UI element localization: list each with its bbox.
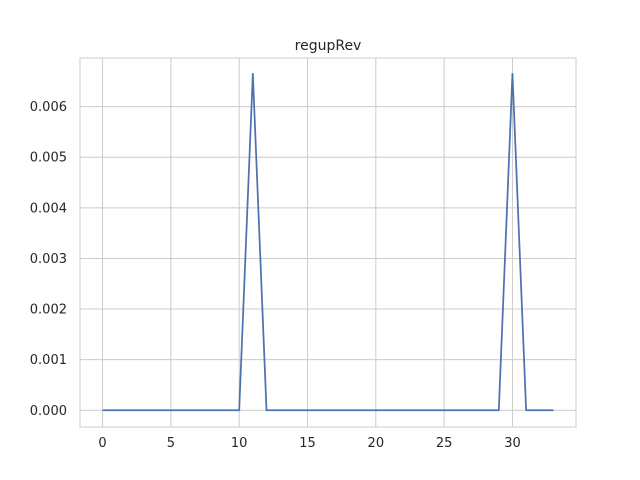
- x-tick-label: 10: [231, 436, 248, 451]
- x-tick-label: 15: [299, 436, 316, 451]
- y-tick-label: 0.004: [30, 201, 67, 216]
- x-tick-label: 5: [167, 436, 175, 451]
- series-group: [102, 72, 554, 412]
- series-line: [102, 72, 554, 412]
- y-tick-label: 0.001: [30, 353, 67, 368]
- plot-frame: [79, 57, 577, 428]
- y-axis: 0.000 0.001 0.002 0.003 0.004 0.005 0.006: [30, 100, 67, 419]
- y-tick-label: 0.003: [30, 252, 67, 267]
- x-tick-label: 20: [368, 436, 385, 451]
- x-tick-label: 30: [504, 436, 521, 451]
- x-axis: 0 5 10 15 20 25 30: [98, 436, 520, 451]
- x-tick-label: 25: [436, 436, 453, 451]
- y-tick-label: 0.002: [30, 303, 67, 318]
- y-tick-label: 0.000: [30, 404, 67, 419]
- y-tick-label: 0.006: [30, 100, 67, 115]
- chart-title: regupRev: [295, 38, 362, 54]
- y-tick-label: 0.005: [30, 151, 67, 166]
- x-tick-label: 0: [98, 436, 106, 451]
- plot-area: [80, 58, 576, 427]
